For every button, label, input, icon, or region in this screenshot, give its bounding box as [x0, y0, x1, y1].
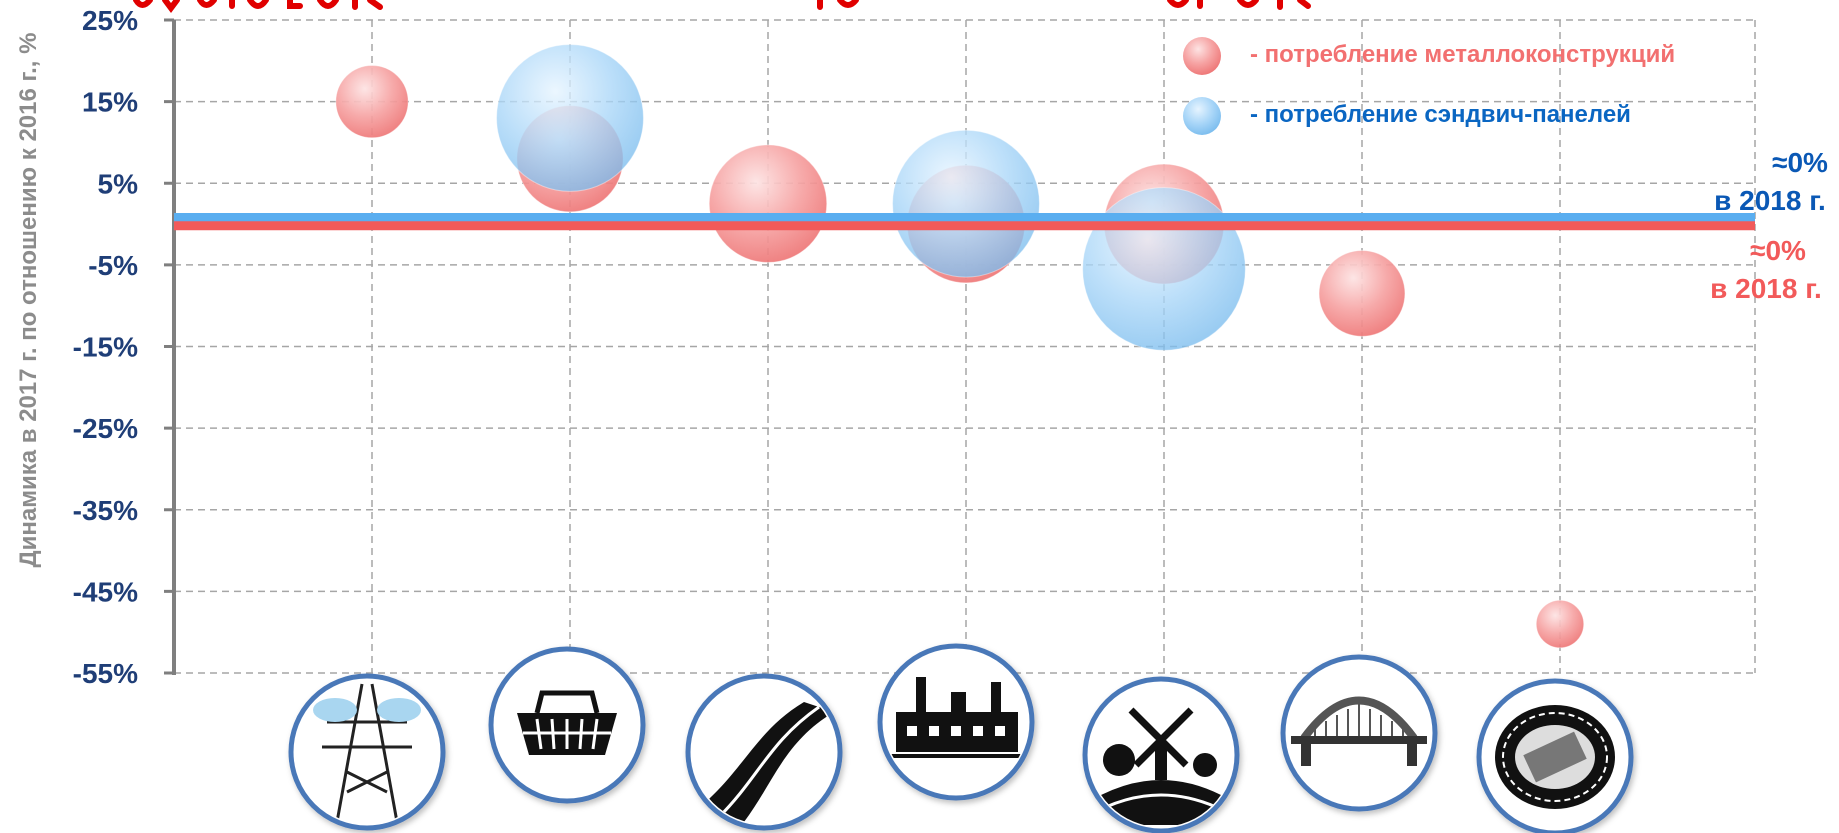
legend-marker-metal — [1183, 37, 1221, 75]
y-tick-label: -25% — [73, 413, 138, 444]
y-axis-label: Динамика в 2017 г. по отношению к 2016 г… — [15, 33, 42, 568]
bubble-metal — [1318, 250, 1406, 337]
metal-forecast-value: ≈0% — [1750, 235, 1806, 266]
metal-forecast-year: в 2018 г. — [1710, 273, 1822, 304]
shopping-basket-icon — [488, 646, 646, 804]
legend-label-metal: - потребление металлоконструкций — [1250, 41, 1675, 68]
bubble-metal — [708, 144, 828, 263]
forecast-lines — [174, 213, 1755, 231]
y-tick-label: 15% — [82, 87, 138, 118]
y-tick-label: 5% — [98, 168, 139, 199]
y-tick-label: -55% — [73, 658, 138, 689]
category-icons — [288, 643, 1634, 833]
y-tick-label: -35% — [73, 495, 138, 526]
sandwich-forecast-value: ≈0% — [1772, 147, 1828, 178]
bubble-sandwich — [892, 129, 1040, 278]
y-tick-labels: 25% 15% 5% -5% -15% -25% -35% -45% -55% — [72, 5, 139, 690]
bubble-metal — [335, 64, 409, 139]
road-icon — [685, 673, 843, 831]
y-tick-label: -5% — [88, 250, 138, 281]
legend-label-sandwich: - потребление сэндвич-панелей — [1250, 101, 1631, 128]
factory-icon — [877, 643, 1035, 801]
bubble-metal — [1535, 599, 1585, 649]
axes — [164, 18, 176, 675]
y-tick-label: -45% — [73, 576, 138, 607]
sandwich-forecast-year: в 2018 г. — [1714, 185, 1826, 216]
bubble-sandwich — [1082, 187, 1246, 351]
power-line-icon — [288, 673, 446, 831]
windmill-farm-icon — [1082, 676, 1240, 833]
y-tick-label: -15% — [73, 332, 138, 363]
forecast-annotations: ≈0% в 2018 г. ≈0% в 2018 г. — [1710, 147, 1828, 304]
sandwich-series — [496, 44, 1246, 351]
bubble-sandwich — [496, 44, 644, 192]
bridge-icon — [1280, 654, 1438, 812]
stadium-icon — [1476, 678, 1634, 833]
legend: - потребление металлоконструкций - потре… — [1183, 37, 1675, 135]
legend-marker-sandwich — [1183, 97, 1221, 135]
y-tick-label: 25% — [82, 5, 138, 36]
chart-title-partial — [133, 0, 1311, 13]
